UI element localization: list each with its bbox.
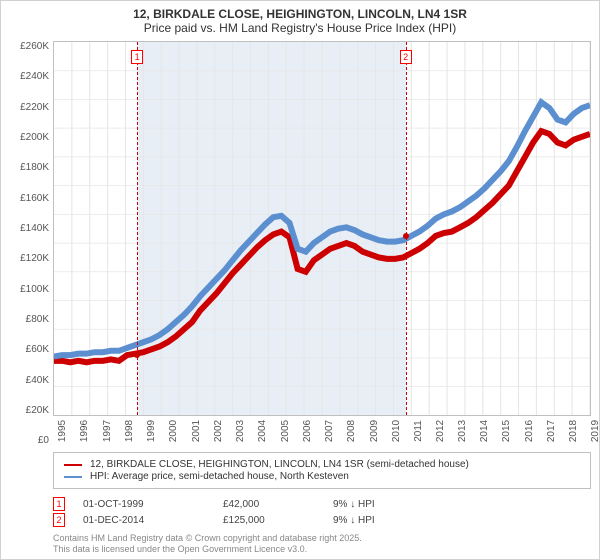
x-tick: 2019 (582, 420, 600, 442)
plot: 12 (53, 41, 591, 416)
y-tick: £100K (20, 284, 49, 295)
legend: 12, BIRKDALE CLOSE, HEIGHINGTON, LINCOLN… (53, 452, 591, 489)
y-tick: £220K (20, 102, 49, 113)
plot-wrapper: 12 1995199619971998199920002001200220032… (53, 41, 591, 446)
marker-line (137, 42, 138, 415)
data-row-delta: 9% ↓ HPI (333, 499, 433, 510)
marker-label: 2 (400, 50, 412, 64)
y-tick: £160K (20, 193, 49, 204)
marker-label: 1 (131, 50, 143, 64)
title-block: 12, BIRKDALE CLOSE, HEIGHINGTON, LINCOLN… (9, 7, 591, 35)
x-axis: 1995199619971998199920002001200220032004… (53, 416, 591, 446)
marker-dot (403, 233, 409, 239)
y-tick: £140K (20, 223, 49, 234)
data-point-table: 1 01-OCT-1999£42,0009% ↓ HPI 2 01-DEC-2014£… (53, 495, 591, 529)
y-tick: £20K (26, 405, 49, 416)
y-tick: £80K (26, 314, 49, 325)
y-tick: £40K (26, 375, 49, 386)
footer: Contains HM Land Registry data © Crown c… (53, 533, 591, 555)
data-row: 1 01-OCT-1999£42,0009% ↓ HPI (53, 497, 591, 511)
data-row-price: £42,000 (223, 499, 333, 510)
y-tick: £0 (38, 435, 49, 446)
footer-line2: This data is licensed under the Open Gov… (53, 544, 591, 555)
legend-label: HPI: Average price, semi-detached house,… (90, 471, 349, 482)
y-tick: £260K (20, 41, 49, 52)
title-line2: Price paid vs. HM Land Registry's House … (9, 21, 591, 35)
data-row-price: £125,000 (223, 515, 333, 526)
title-line1: 12, BIRKDALE CLOSE, HEIGHINGTON, LINCOLN… (9, 7, 591, 21)
chart-container: 12, BIRKDALE CLOSE, HEIGHINGTON, LINCOLN… (0, 0, 600, 560)
data-row-date: 01-OCT-1999 (83, 499, 223, 510)
legend-row: HPI: Average price, semi-detached house,… (64, 471, 580, 482)
y-axis: £260K £240K £220K £200K £180K £160K £140K £120K… (9, 41, 53, 446)
marker-dot (134, 352, 140, 358)
y-tick: £60K (26, 344, 49, 355)
plot-svg (54, 42, 590, 415)
data-row-date: 01-DEC-2014 (83, 515, 223, 526)
legend-swatch (64, 476, 82, 478)
chart-area: £260K £240K £220K £200K £180K £160K £140K £120K… (9, 41, 591, 446)
y-tick: £200K (20, 132, 49, 143)
legend-row: 12, BIRKDALE CLOSE, HEIGHINGTON, LINCOLN… (64, 459, 580, 470)
legend-swatch (64, 464, 82, 466)
y-tick: £180K (20, 162, 49, 173)
y-tick: £240K (20, 71, 49, 82)
data-row: 2 01-DEC-2014£125,0009% ↓ HPI (53, 513, 591, 527)
data-row-marker: 1 (53, 497, 65, 511)
marker-line (406, 42, 407, 415)
y-tick: £120K (20, 253, 49, 264)
footer-line1: Contains HM Land Registry data © Crown c… (53, 533, 591, 544)
legend-label: 12, BIRKDALE CLOSE, HEIGHINGTON, LINCOLN… (90, 459, 469, 470)
data-row-delta: 9% ↓ HPI (333, 515, 433, 526)
data-row-marker: 2 (53, 513, 65, 527)
